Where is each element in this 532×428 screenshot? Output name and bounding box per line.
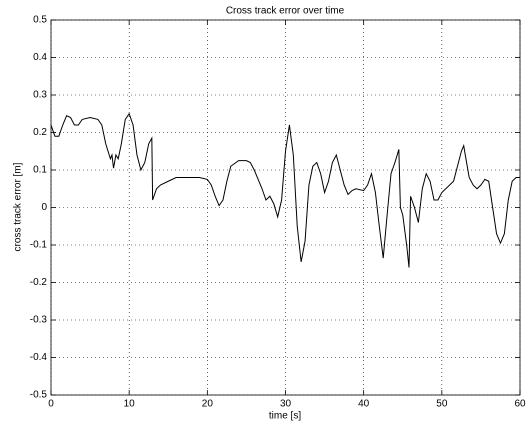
- y-tick-label: 0.2: [33, 127, 47, 138]
- y-tick-label: 0.5: [33, 15, 47, 26]
- y-tick-label: -0.5: [30, 390, 48, 401]
- y-tick-label: 0.1: [33, 165, 47, 176]
- x-tick-label: 10: [124, 399, 136, 410]
- x-tick-label: 0: [48, 399, 54, 410]
- x-tick-label: 60: [514, 399, 526, 410]
- y-tick-label: -0.3: [30, 315, 48, 326]
- y-tick-label: -0.2: [30, 277, 48, 288]
- x-tick-label: 50: [436, 399, 448, 410]
- chart-title: Cross track error over time: [226, 6, 345, 17]
- y-axis-label: cross track error [m]: [13, 162, 24, 251]
- y-tick-label: -0.4: [30, 352, 48, 363]
- y-tick-label: 0: [41, 202, 47, 213]
- data-line: [50, 112, 520, 268]
- y-tick-label: 0.4: [33, 52, 47, 63]
- x-axis-label: time [s]: [269, 411, 301, 422]
- x-tick-label: 20: [202, 399, 214, 410]
- x-tick-label: 40: [358, 399, 370, 410]
- x-tick-label: 30: [280, 399, 292, 410]
- y-tick-label: -0.1: [30, 240, 48, 251]
- y-tick-label: 0.3: [33, 90, 47, 101]
